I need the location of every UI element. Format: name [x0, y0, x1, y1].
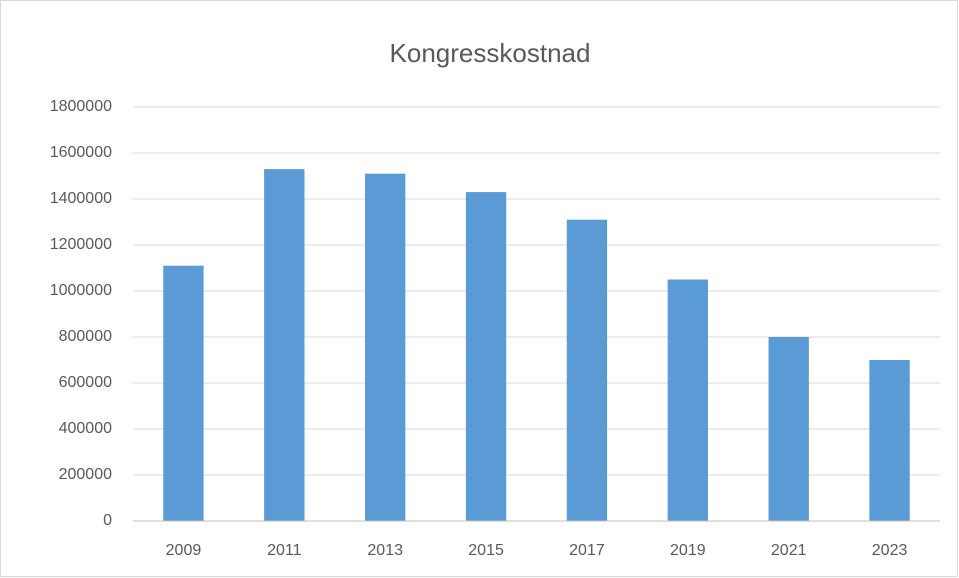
bar: [869, 360, 910, 521]
bar: [365, 173, 406, 521]
bar: [465, 192, 507, 521]
bar: [163, 265, 204, 521]
bar: [264, 169, 305, 521]
bar: [667, 279, 708, 521]
chart-title: Kongresskostnad: [390, 38, 591, 68]
y-tick-label: 400000: [59, 420, 112, 437]
y-tick-label: 1000000: [50, 282, 112, 299]
y-tick-label: 800000: [59, 328, 112, 345]
x-tick-label: 2009: [166, 542, 202, 559]
y-tick-label: 1400000: [50, 190, 112, 207]
x-tick-label: 2013: [367, 542, 403, 559]
x-tick-label: 2011: [267, 542, 302, 559]
y-tick-label: 600000: [59, 374, 112, 391]
x-tick-label: 2017: [569, 542, 605, 559]
x-tick-label: 2021: [771, 542, 807, 559]
x-tick-label: 2019: [670, 542, 706, 559]
y-tick-label: 1800000: [50, 98, 112, 115]
y-tick-label: 0: [103, 512, 112, 529]
y-tick-label: 1600000: [50, 144, 112, 161]
y-tick-label: 200000: [59, 466, 112, 483]
x-tick-label: 2023: [872, 542, 908, 559]
x-tick-label: 2015: [468, 542, 504, 559]
bar: [566, 219, 608, 521]
y-tick-label: 1200000: [50, 236, 112, 253]
bar: [768, 337, 809, 521]
